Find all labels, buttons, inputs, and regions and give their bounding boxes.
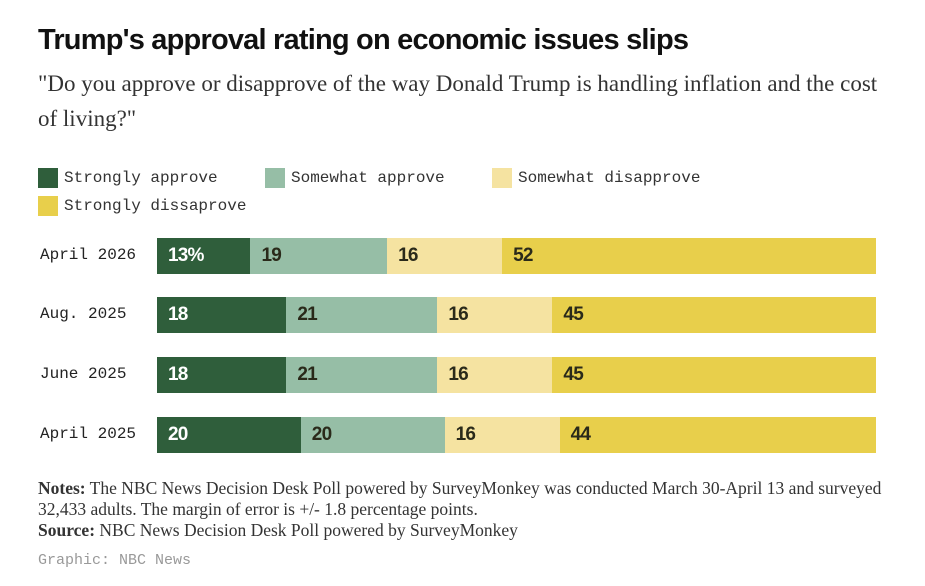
chart-subtitle: "Do you approve or disapprove of the way… xyxy=(38,71,878,131)
legend-swatch xyxy=(38,168,58,188)
bar-segment-somewhat-disapprove: 16 xyxy=(387,238,503,274)
legend-swatch xyxy=(492,168,512,188)
row-label: June 2025 xyxy=(40,365,127,383)
legend-item: Strongly dissaprove xyxy=(38,196,246,216)
legend-label: Somewhat approve xyxy=(291,169,445,187)
bar-segment-somewhat-approve: 21 xyxy=(286,357,438,393)
bar-segment-somewhat-disapprove: 16 xyxy=(437,297,553,333)
bar-segment-somewhat-disapprove: 16 xyxy=(444,417,560,453)
legend-item: Somewhat disapprove xyxy=(492,168,700,188)
bar-segment-strongly-dissaprove: 45 xyxy=(552,357,876,393)
legend-label: Strongly approve xyxy=(64,169,218,187)
notes: Notes: The NBC News Decision Desk Poll p… xyxy=(38,478,898,541)
bar-segment-somewhat-approve: 21 xyxy=(286,297,438,333)
bar-segment-strongly-dissaprove: 52 xyxy=(502,238,876,274)
stacked-bar: 20 20 16 44 xyxy=(157,417,876,453)
graphic-credit: Graphic: NBC News xyxy=(38,552,192,569)
legend-swatch xyxy=(265,168,285,188)
legend-item: Somewhat approve xyxy=(265,168,445,188)
bar-segment-strongly-approve: 18 xyxy=(157,297,287,333)
stacked-bar: 18 21 16 45 xyxy=(157,297,876,333)
bar-segment-strongly-approve: 20 xyxy=(157,417,301,453)
notes-label: Notes: xyxy=(38,478,86,498)
bar-segment-strongly-approve: 13% xyxy=(157,238,251,274)
legend-label: Strongly dissaprove xyxy=(64,197,247,215)
stacked-bar: 13% 19 16 52 xyxy=(157,238,876,274)
stacked-bar: 18 21 16 45 xyxy=(157,357,876,393)
source-label: Source: xyxy=(38,520,96,540)
bar-segment-somewhat-disapprove: 16 xyxy=(437,357,553,393)
source-text: NBC News Decision Desk Poll powered by S… xyxy=(95,520,518,540)
legend-swatch xyxy=(38,196,58,216)
notes-text: The NBC News Decision Desk Poll powered … xyxy=(38,478,882,519)
row-label: April 2026 xyxy=(40,246,137,264)
bar-segment-strongly-dissaprove: 44 xyxy=(559,417,876,453)
bar-segment-somewhat-approve: 19 xyxy=(250,238,388,274)
row-label: April 2025 xyxy=(40,425,137,443)
bar-segment-strongly-dissaprove: 45 xyxy=(552,297,876,333)
bar-segment-somewhat-approve: 20 xyxy=(300,417,445,453)
legend-item: Strongly approve xyxy=(38,168,218,188)
legend-label: Somewhat disapprove xyxy=(518,169,701,187)
chart-title: Trump's approval rating on economic issu… xyxy=(38,24,689,56)
bar-segment-strongly-approve: 18 xyxy=(157,357,287,393)
row-label: Aug. 2025 xyxy=(40,305,127,323)
